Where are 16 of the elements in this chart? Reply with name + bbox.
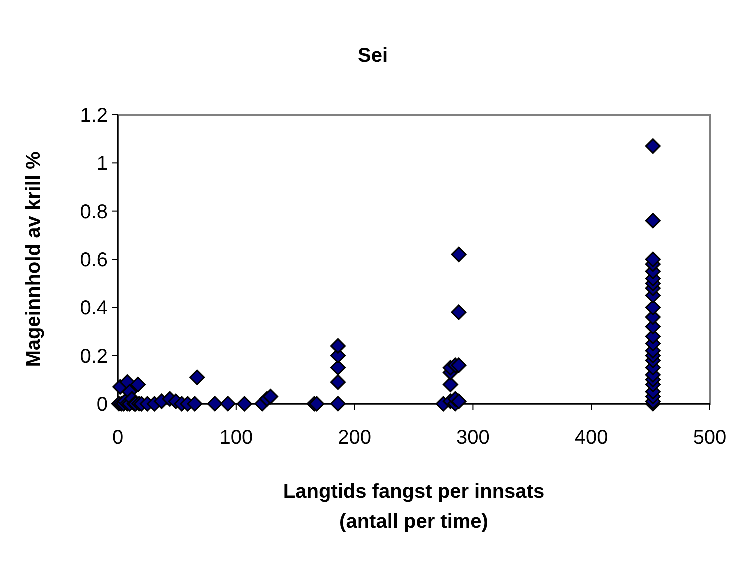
- y-tick-label: 1.2: [80, 105, 108, 127]
- y-tick-label: 0.4: [80, 298, 108, 320]
- y-axis-title: Mageinnhold av krill %: [23, 151, 45, 368]
- x-tick-label: 0: [112, 427, 124, 449]
- x-axis-title: Langtids fangst per innsats (antall per time): [283, 481, 545, 533]
- x-tick-label: 500: [693, 427, 727, 449]
- x-tick-label: 300: [456, 427, 490, 449]
- x-tick-label: 200: [338, 427, 372, 449]
- y-tick-label: 0.2: [80, 346, 108, 368]
- y-tick-label: 0.8: [80, 201, 108, 224]
- y-tick-label: 0: [96, 394, 108, 416]
- y-tick-label: 0.6: [80, 250, 108, 272]
- x-tick-label: 400: [574, 427, 608, 449]
- chart-title: Sei: [358, 45, 388, 67]
- x-tick-label: 100: [220, 427, 254, 449]
- y-tick-label: 1: [96, 153, 108, 176]
